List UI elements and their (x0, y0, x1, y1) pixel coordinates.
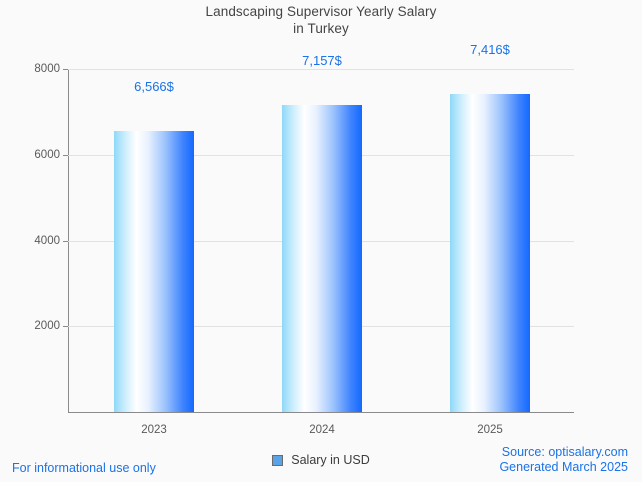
y-tick-mark-6000 (63, 154, 68, 156)
y-tick-label-6000: 6000 (34, 148, 60, 161)
disclaimer-text: For informational use only (12, 461, 156, 475)
x-tick-label-2024: 2024 (309, 424, 335, 436)
source-attribution: Source: optisalary.com Generated March 2… (499, 445, 628, 475)
chart-title-line-1: Landscaping Supervisor Yearly Salary (205, 4, 437, 19)
x-axis-line (68, 412, 574, 413)
bar-value-2025: 7,416$ (470, 42, 510, 58)
x-tick-label-2023: 2023 (141, 424, 167, 436)
y-tick-mark-2000 (63, 326, 68, 328)
y-tick-label-8000: 8000 (34, 63, 60, 75)
bar-value-2023: 6,566$ (134, 78, 174, 94)
plot-area: 8000 6000 4000 2000 6,566$ 2023 7,157$ 2… (34, 42, 574, 436)
chart-legend[interactable]: Salary in USD (0, 453, 642, 467)
source-text: Source: optisalary.com (501, 445, 628, 459)
bar-2024[interactable]: 7,157$ 2024 (282, 53, 362, 436)
gridline-8000 (68, 69, 574, 70)
legend-swatch-icon (272, 454, 284, 466)
x-tick-label-2025: 2025 (477, 424, 503, 436)
bar-2025[interactable]: 7,416$ 2025 (450, 42, 530, 436)
y-tick-mark-8000 (63, 69, 68, 70)
chart-title: Landscaping Supervisor Yearly Salary in … (0, 3, 642, 37)
y-tick-label-4000: 4000 (34, 234, 60, 247)
generated-date-text: Generated March 2025 (499, 460, 628, 474)
legend-label: Salary in USD (291, 453, 370, 467)
bar-value-2024: 7,157$ (302, 53, 342, 69)
bar-2023[interactable]: 6,566$ 2023 (114, 79, 194, 436)
y-tick-label-2000: 2000 (34, 320, 60, 333)
chart-title-line-2: in Turkey (293, 21, 349, 36)
y-tick-mark-4000 (63, 240, 68, 242)
